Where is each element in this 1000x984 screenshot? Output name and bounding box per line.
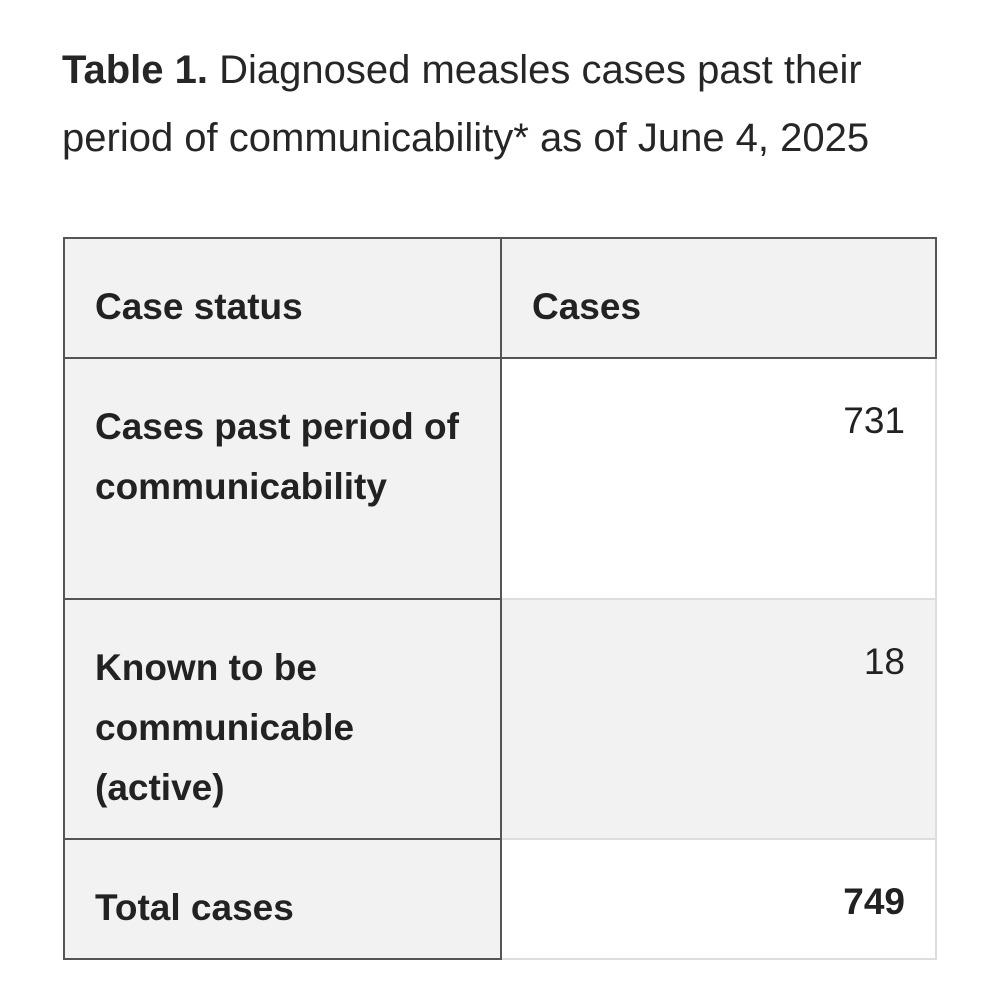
column-header-case-status: Case status (63, 237, 502, 359)
cell-total-cases: 749 (500, 838, 937, 960)
row-header-total-cases: Total cases (63, 838, 502, 960)
table-row: Known to be communicable (active) 18 (63, 598, 937, 840)
measles-cases-table: Case status Cases Cases past period of c… (63, 237, 937, 960)
row-header-past-communicability: Cases past period of communicability (63, 357, 502, 600)
cell-cases-communicable-active: 18 (500, 598, 937, 840)
table-header-row: Case status Cases (63, 237, 937, 359)
row-header-communicable-active: Known to be communicable (active) (63, 598, 502, 840)
table-caption: Table 1. Diagnosed measles cases past th… (62, 36, 942, 172)
table-caption-label: Table 1. (62, 48, 208, 92)
table-row: Cases past period of communicability 731 (63, 357, 937, 600)
table-caption-text: Diagnosed measles cases past their perio… (62, 48, 870, 160)
column-header-cases: Cases (500, 237, 937, 359)
cell-cases-past-communicability: 731 (500, 357, 937, 600)
table-row-total: Total cases 749 (63, 838, 937, 960)
